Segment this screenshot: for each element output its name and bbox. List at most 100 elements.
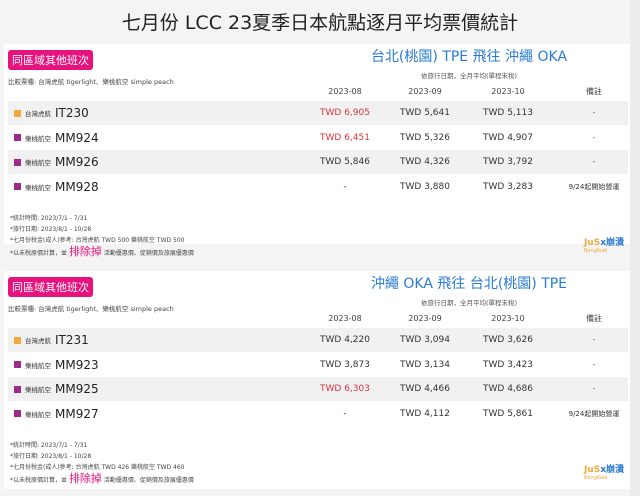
fare-cell: TWD 6,451 [320, 132, 370, 143]
airline-color-icon [14, 361, 21, 369]
table-row: 樂桃航空 MM927 - TWD 4,112 TWD 5,861 9/24起開始營運 [8, 402, 628, 426]
flight-number: MM923 [55, 357, 99, 372]
fare-cell: TWD 6,303 [320, 384, 370, 395]
note-cell: - [592, 158, 596, 167]
table-row: 樂桃航空 MM925 TWD 6,303 TWD 4,466 TWD 4,686 - [8, 377, 628, 402]
note-cell: 9/24起開始營運 [568, 182, 620, 191]
footnote-text: *以未稅原價計算，並 [10, 250, 68, 258]
route-subtitle: 依旅行日期，全月平均(單程未稅) [420, 72, 518, 80]
section-badge: 同區域其他班次 [8, 277, 93, 297]
fare-cell: TWD 5,846 [320, 157, 370, 168]
footnote-text: 活動優惠價、促銷價及旅展優惠價 [103, 250, 194, 258]
fare-cell: TWD 3,134 [400, 359, 450, 370]
flight-number: IT230 [55, 106, 89, 120]
table-row: 樂桃航空 MM926 TWD 5,846 TWD 4,326 TWD 3,792 - [8, 150, 628, 175]
flight-number: IT231 [55, 333, 89, 347]
airline-name: 樂桃航空 [25, 183, 51, 192]
fare-cell: TWD 5,326 [400, 132, 450, 143]
scrollbar-track [630, 0, 640, 496]
fare-cell: TWD 4,907 [483, 132, 533, 143]
fare-cell: TWD 3,283 [483, 181, 533, 192]
fare-cell: - [343, 181, 347, 192]
footnote: *七月份稅金(成人)參考: 台灣虎航 TWD 426 樂桃航空 TWD 460 [10, 464, 185, 472]
table-row: 樂桃航空 MM923 TWD 3,873 TWD 3,134 TWD 3,423 - [8, 353, 628, 377]
table-header: 2023-08 2023-09 2023-10 備註 [8, 311, 628, 325]
airline-name: 樂桃航空 [25, 159, 51, 168]
flight-number: MM926 [55, 155, 99, 170]
column-header: 2023-09 [408, 313, 442, 323]
column-header: 2023-09 [408, 86, 442, 96]
fare-cell: TWD 5,641 [400, 108, 450, 118]
airline-name: 樂桃航空 [25, 134, 51, 143]
table-row: 台灣虎航 IT230 TWD 6,905 TWD 5,641 TWD 5,113 - [8, 101, 628, 125]
airline-color-icon [14, 410, 21, 418]
airline-color-icon [14, 158, 21, 166]
note-cell: - [592, 385, 596, 394]
section-badge: 同區域其他班次 [8, 50, 93, 70]
airline-name: 台灣虎航 [25, 110, 51, 118]
note-cell: 9/24起開始營運 [568, 409, 620, 418]
column-header: 備註 [586, 86, 602, 96]
airline-color-icon [14, 134, 21, 142]
fare-cell: TWD 3,880 [400, 181, 450, 192]
flight-number: MM927 [55, 406, 99, 421]
fare-cell: TWD 4,466 [400, 384, 450, 395]
airline-name: 台灣虎航 [25, 337, 51, 345]
footnote-text: *以未稅原價計算，並 [10, 477, 68, 485]
footnote: *旅行日期: 2023/8/1 - 10/28 [10, 453, 92, 461]
airline-color-icon [14, 183, 21, 191]
footnote: *以未稅原價計算，並 排除掉 活動優惠價、促銷價及旅展優惠價 [10, 246, 194, 259]
footnote-highlight: 排除掉 [68, 245, 102, 259]
airline-name: 樂桃航空 [25, 361, 51, 370]
fare-cell: TWD 3,423 [483, 359, 533, 370]
footnote: *統計時間: 2023/7/1 - 7/31 [10, 215, 88, 223]
fare-cell: TWD 3,626 [483, 335, 533, 345]
note-cell: - [592, 360, 596, 369]
jusx-logo: JuSx崩潰 BengKuei [583, 465, 624, 482]
footnote: *七月份稅金(成人)參考: 台灣虎航 TWD 500 樂桃航空 TWD 500 [10, 237, 185, 245]
footnotes: *統計時間: 2023/7/1 - 7/31 *旅行日期: 2023/8/1 - … [10, 213, 194, 259]
airline-name: 樂桃航空 [25, 410, 51, 419]
route-title: 台北(桃園) TPE 飛往 沖繩 OKA [370, 49, 568, 65]
note-cell: - [592, 109, 596, 117]
route-title: 沖繩 OKA 飛往 台北(桃園) TPE [370, 276, 568, 292]
footnotes: *統計時間: 2023/7/1 - 7/31 *旅行日期: 2023/8/1 - … [10, 440, 194, 486]
footnote: *以未稅原價計算，並 排除掉 活動優惠價、促銷價及旅展優惠價 [10, 473, 194, 486]
fare-cell: TWD 4,686 [483, 384, 533, 395]
footnote: *旅行日期: 2023/8/1 - 10/28 [10, 226, 92, 234]
fare-cell: TWD 5,861 [483, 408, 533, 419]
fare-card: 同區域其他班次 沖繩 OKA 飛往 台北(桃園) TPE 依旅行日期，全月平均(… [4, 271, 630, 489]
fare-cell: TWD 3,792 [483, 157, 533, 168]
flight-number: MM928 [55, 179, 99, 194]
table-row: 樂桃航空 MM928 - TWD 3,880 TWD 3,283 9/24起開始營運 [8, 175, 628, 199]
column-header: 2023-08 [328, 313, 362, 323]
fare-card: 同區域其他班次 台北(桃園) TPE 飛往 沖繩 OKA 依旅行日期，全月平均(… [4, 44, 630, 257]
fare-cell: TWD 4,220 [320, 335, 370, 345]
column-header: 2023-08 [328, 86, 362, 96]
airline-color-icon [14, 336, 21, 344]
table-row: 台灣虎航 IT231 TWD 4,220 TWD 3,094 TWD 3,626 - [8, 328, 628, 352]
airline-color-icon [14, 385, 21, 393]
flight-number: MM924 [55, 130, 99, 145]
fare-type-compare: 比較票種: 台灣虎航 tigerlight、樂桃航空 simple peach [8, 78, 174, 86]
fare-type-compare: 比較票種: 台灣虎航 tigerlight、樂桃航空 simple peach [8, 305, 174, 313]
table-header: 2023-08 2023-09 2023-10 備註 [8, 84, 628, 98]
fare-cell: TWD 5,113 [483, 108, 533, 118]
airline-color-icon [14, 109, 21, 117]
column-header: 2023-10 [491, 86, 525, 96]
jusx-logo: JuSx崩潰 BengKuei [583, 238, 624, 255]
note-cell: - [592, 133, 596, 142]
flight-number: MM925 [55, 382, 99, 397]
page-title: 七月份 LCC 23夏季日本航點逐月平均票價統計 [121, 12, 519, 34]
route-subtitle: 依旅行日期，全月平均(單程未稅) [420, 299, 518, 307]
fare-cell: TWD 4,112 [400, 408, 450, 419]
fare-cell: TWD 4,326 [400, 157, 450, 168]
column-header: 備註 [586, 313, 602, 323]
footnote-text: 活動優惠價、促銷價及旅展優惠價 [103, 477, 194, 485]
fare-cell: TWD 3,094 [400, 335, 450, 345]
fare-cell: - [343, 408, 347, 419]
column-header: 2023-10 [491, 313, 525, 323]
table-row: 樂桃航空 MM924 TWD 6,451 TWD 5,326 TWD 4,907 - [8, 126, 628, 150]
fare-cell: TWD 6,905 [320, 108, 370, 118]
footnote: *統計時間: 2023/7/1 - 7/31 [10, 442, 88, 450]
